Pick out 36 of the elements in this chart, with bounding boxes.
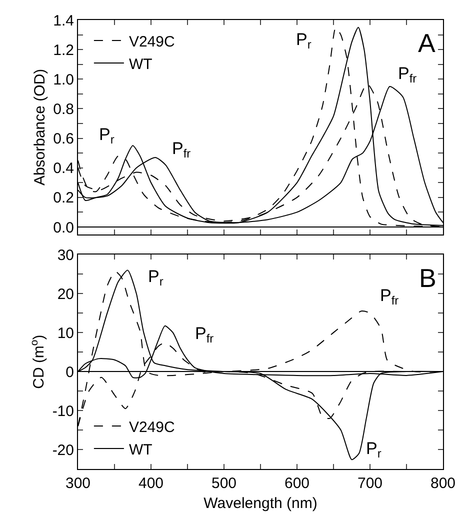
y-tick-label: 0.0 [53, 219, 74, 236]
x-tick-label: 600 [284, 475, 310, 492]
annotation: B [419, 263, 436, 293]
y-tick-label: 30 [57, 246, 74, 264]
legend-label: V249C [128, 33, 175, 50]
x-tick-label: 400 [138, 475, 164, 492]
y-tick-label: -10 [52, 402, 74, 420]
annotation: P$_{r}$ [296, 30, 312, 52]
y-tick-label: 0 [66, 364, 74, 381]
y-tick-label: 10 [57, 324, 74, 342]
y-tick-label: -20 [52, 442, 74, 459]
annotation: P$_{fr}$ [195, 324, 214, 346]
y-tick-label: 1.4 [53, 12, 74, 30]
y-tick-label: 0.2 [53, 190, 74, 207]
y-tick-label: 1.2 [53, 42, 74, 59]
annotation: P$_{r}$ [99, 125, 114, 147]
y-tick-label: 1.0 [53, 71, 74, 88]
x-tick-label: 800 [430, 475, 456, 492]
annotation: P$_{fr}$ [172, 139, 191, 161]
y-tick-label: 0.6 [53, 130, 74, 148]
x-tick-label: 300 [65, 475, 91, 492]
annotation: P$_{r}$ [148, 267, 164, 289]
annotation: P$_{fr}$ [398, 64, 417, 86]
x-tick-label: 700 [357, 475, 383, 492]
annotation: A [418, 28, 436, 58]
y-axis-title: Absorbance (OD) [31, 68, 48, 186]
y-tick-label: 0.8 [53, 100, 74, 118]
x-axis-title: Wavelength (nm) [204, 495, 318, 512]
legend-label: WT [128, 441, 152, 458]
legend-label: WT [128, 56, 152, 73]
annotation: P$_{fr}$ [380, 286, 399, 308]
annotation: P$_{r}$ [366, 439, 382, 461]
y-tick-label: 20 [57, 286, 74, 303]
legend-label: V249C [128, 418, 175, 436]
y-tick-label: 0.4 [53, 160, 74, 178]
x-tick-label: 500 [211, 475, 237, 492]
